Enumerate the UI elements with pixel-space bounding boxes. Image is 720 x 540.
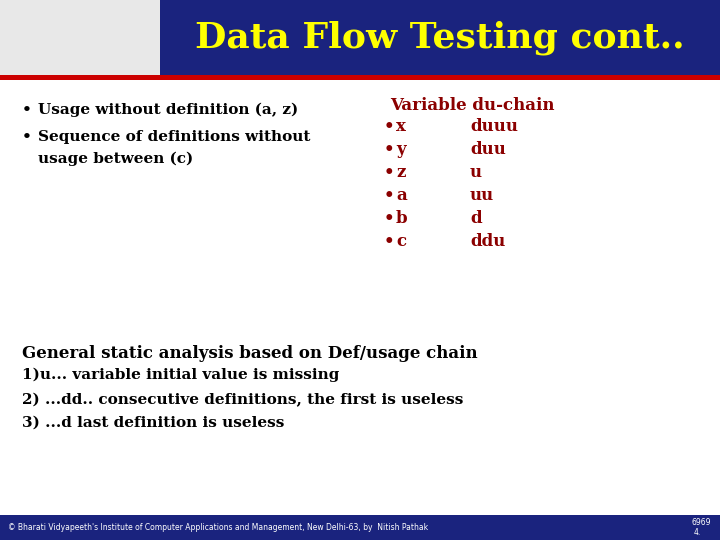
Text: •: • xyxy=(384,118,395,135)
Bar xyxy=(0,75,720,80)
Text: Usage without definition (a, z): Usage without definition (a, z) xyxy=(38,103,298,117)
Text: Data Flow Testing cont..: Data Flow Testing cont.. xyxy=(195,20,685,55)
Text: ddu: ddu xyxy=(470,233,505,250)
Text: •: • xyxy=(384,164,395,181)
Text: •: • xyxy=(384,187,395,204)
Text: 6969: 6969 xyxy=(692,518,711,527)
Text: 3) ...d last definition is useless: 3) ...d last definition is useless xyxy=(22,416,284,430)
Text: •: • xyxy=(22,130,32,144)
Bar xyxy=(0,0,720,75)
Text: •: • xyxy=(384,210,395,227)
Text: z: z xyxy=(396,164,405,181)
Text: b: b xyxy=(396,210,408,227)
Text: Variable du-chain: Variable du-chain xyxy=(390,97,554,114)
Text: 2) ...dd.. consecutive definitions, the first is useless: 2) ...dd.. consecutive definitions, the … xyxy=(22,393,464,407)
Bar xyxy=(0,0,160,75)
Text: duuu: duuu xyxy=(470,118,518,135)
Text: General static analysis based on Def/usage chain: General static analysis based on Def/usa… xyxy=(22,345,477,362)
Text: 4.: 4. xyxy=(694,528,701,537)
Text: •: • xyxy=(384,233,395,250)
Text: x: x xyxy=(396,118,406,135)
Text: 1)u... variable initial value is missing: 1)u... variable initial value is missing xyxy=(22,368,339,382)
Text: y: y xyxy=(396,141,405,158)
Text: a: a xyxy=(396,187,407,204)
Text: c: c xyxy=(396,233,406,250)
Text: u: u xyxy=(470,164,482,181)
Text: •: • xyxy=(22,103,32,117)
Text: © Bharati Vidyapeeth's Institute of Computer Applications and Management, New De: © Bharati Vidyapeeth's Institute of Comp… xyxy=(8,523,428,532)
Text: •: • xyxy=(384,141,395,158)
Text: uu: uu xyxy=(470,187,494,204)
Text: d: d xyxy=(470,210,482,227)
Text: duu: duu xyxy=(470,141,506,158)
Bar xyxy=(0,515,720,540)
Text: Sequence of definitions without: Sequence of definitions without xyxy=(38,130,310,144)
Text: usage between (c): usage between (c) xyxy=(38,152,193,166)
